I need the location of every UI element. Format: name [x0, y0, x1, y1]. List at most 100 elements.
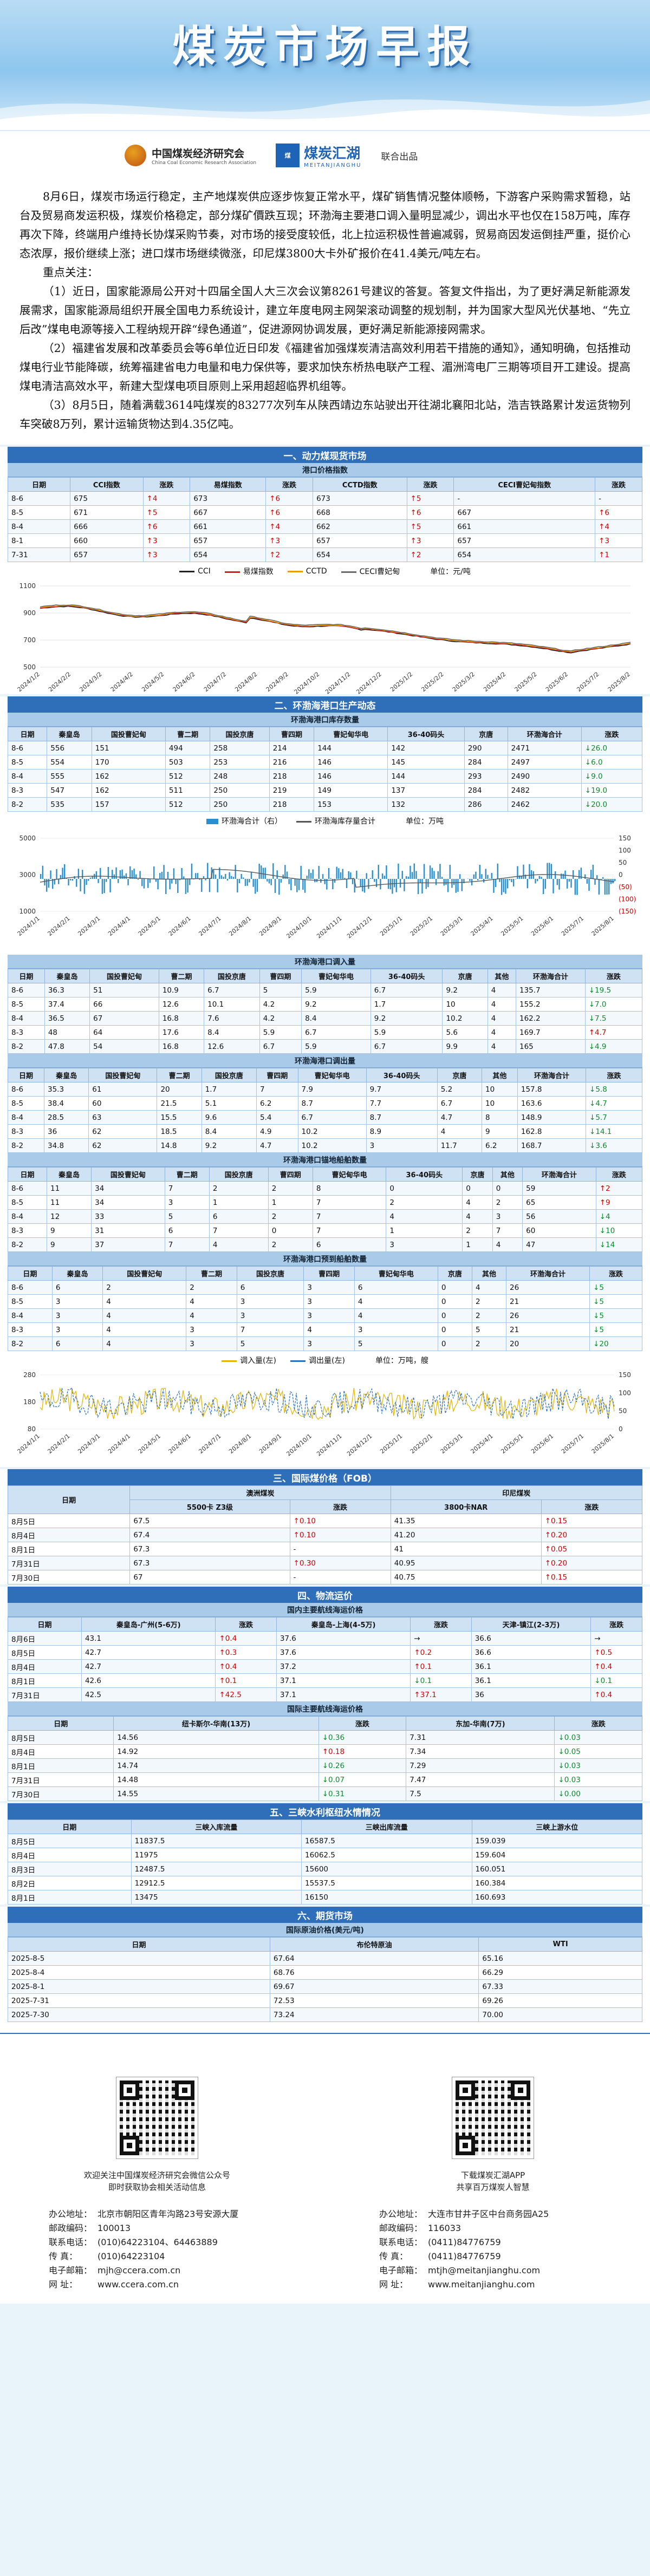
table-cell: 6: [354, 1280, 438, 1295]
table-cell: 250: [210, 797, 270, 812]
table-cell: 51: [89, 983, 159, 997]
column-header: 澳洲煤炭: [129, 1485, 391, 1500]
x-tick-label: 2025/5/1: [499, 915, 524, 937]
table-cell: -: [289, 1570, 391, 1584]
mtjh-qr-code[interactable]: [452, 2077, 534, 2159]
change-bar: [411, 872, 413, 879]
table-row: 2025-7-30 73.24 70.00: [8, 2007, 642, 2022]
change-bar: [407, 876, 409, 879]
ccera-name-en: China Coal Economic Research Association: [152, 160, 257, 166]
x-tick-label: 2024/5/2: [140, 670, 165, 693]
table-row: 7月31日 67.3 ↑0.30 40.95 ↑0.20: [7, 1556, 643, 1570]
change-bar: [153, 866, 155, 879]
table-row: 8-4 36.5 67 16.8 7.6 4.2 8.4 9.2 10.2 4 162.2 ↓7.5: [8, 1011, 643, 1026]
x-tick-label: 2025/6/1: [530, 915, 555, 937]
table-row: 2025-7-31 72.53 69.26: [8, 1993, 642, 2008]
change-bar: [338, 868, 340, 879]
table-cell: 7.34: [406, 1744, 555, 1759]
table-cell: 8-5: [7, 505, 71, 520]
inventory-chart: 5000 3000 1000 150 100 50 0 (50) (100) (150) 2024/…: [8, 830, 642, 955]
change-bar: [161, 871, 163, 879]
table-cell: 16062.5: [301, 1848, 472, 1862]
change-bar: [127, 879, 129, 885]
table-row: 8-4 666 ↑6 661 ↑4 662 ↑5 661 ↑4: [7, 519, 642, 534]
x-tick-label: 2024/3/1: [76, 1432, 101, 1455]
table-cell: 21.5: [157, 1096, 202, 1111]
column-header: 易煤指数: [190, 477, 266, 492]
change-bar: [578, 870, 580, 879]
column-header: 环渤海合计: [517, 1068, 587, 1082]
table-row: 8-3 48 64 17.6 8.4 5.9 6.7 5.9 5.6 4 169.7 ↑4.7: [8, 1025, 643, 1040]
table-row: 8-2 34.8 62 14.8 9.2 4.7 10.2 3 11.7 6.2 168.7 ↓3.6: [8, 1138, 642, 1153]
table-title: 环渤海港口库存数量: [8, 713, 642, 727]
table-cell: 12487.5: [131, 1862, 302, 1876]
table-cell: 59: [522, 1181, 596, 1196]
x-tick-label: 2025/1/1: [379, 915, 404, 937]
table-row: 8月5日 42.7 ↑0.3 37.6 ↑0.2 36.6 ↑0.5: [8, 1645, 642, 1660]
change-bar: [135, 874, 137, 879]
table-cell: 250: [210, 783, 270, 798]
change-bar: [344, 878, 346, 879]
table-cell: 2: [471, 1336, 506, 1351]
change-bar: [524, 875, 526, 879]
y-tick-label: 900: [23, 609, 36, 617]
table-cell: ↑2: [406, 547, 454, 562]
change-bar: [246, 879, 248, 886]
table-cell: 7月30日: [7, 1786, 114, 1801]
table-cell: 67.64: [269, 1951, 479, 1966]
chart3-legend: 调入量(左) 调出量(左) 单位：万吨，艘: [8, 1351, 642, 1369]
x-tick-label: 2024/12/1: [346, 1432, 374, 1457]
change-bar: [435, 879, 437, 885]
table-cell: 8月4日: [7, 1744, 114, 1759]
table-cell: 5: [471, 1322, 506, 1337]
series-line-3: [40, 604, 631, 651]
change-bar: [131, 870, 133, 879]
table-cell: 6: [51, 1336, 103, 1351]
contact-label: 邮政编码：: [379, 2223, 423, 2233]
column-header: 涨跌: [318, 1716, 407, 1731]
table-cell: 144: [387, 769, 465, 784]
change-bar: [485, 869, 486, 879]
change-bar: [576, 879, 578, 895]
change-bar: [511, 879, 512, 883]
table-cell: 8-3: [8, 1322, 53, 1337]
column-header: 秦皇岛: [44, 969, 90, 983]
table-cell: ↓26.0: [581, 741, 643, 755]
table-cell: 145: [387, 755, 465, 769]
change-bar: [195, 873, 197, 879]
change-bar: [235, 865, 236, 879]
table-cell: 10.2: [297, 1124, 367, 1139]
table-cell: 3: [303, 1308, 355, 1323]
table-cell: 6: [312, 1237, 387, 1252]
table-cell: ↑6: [265, 505, 314, 520]
column-header: 秦皇岛: [51, 1266, 103, 1281]
column-header: CCI指数: [70, 477, 144, 492]
x-tick-label: 2024/1/2: [16, 670, 41, 693]
y2-tick-label: 100: [619, 1389, 631, 1397]
change-bar: [423, 864, 425, 879]
ccera-name: 中国煤炭经济研究会: [152, 147, 245, 160]
y2-tick-label: 50: [619, 859, 627, 866]
change-bar: [536, 879, 538, 882]
table-cell: 8-6: [8, 1181, 47, 1196]
change-bar: [280, 879, 282, 883]
table-cell: 4: [487, 1011, 517, 1026]
column-header: 京唐: [462, 1167, 493, 1182]
table-cell: 8月4日: [8, 1659, 82, 1674]
table-cell: 42.5: [81, 1687, 216, 1702]
change-bar: [255, 879, 256, 894]
change-bar: [183, 876, 185, 879]
table-cell: 8月5日: [8, 1834, 132, 1848]
table-cell: 142: [387, 741, 465, 755]
change-bar: [336, 866, 337, 879]
column-header: 涨跌: [589, 1266, 642, 1281]
x-tick-label: 2024/4/1: [107, 915, 132, 937]
change-bar: [231, 876, 232, 879]
change-bar: [278, 879, 280, 895]
ccera-qr-code[interactable]: [116, 2077, 198, 2159]
y-tick-label: 3000: [19, 871, 36, 879]
table-cell: 2: [492, 1195, 523, 1210]
table-cell: ↑0.18: [318, 1744, 407, 1759]
table-cell: 290: [464, 741, 508, 755]
